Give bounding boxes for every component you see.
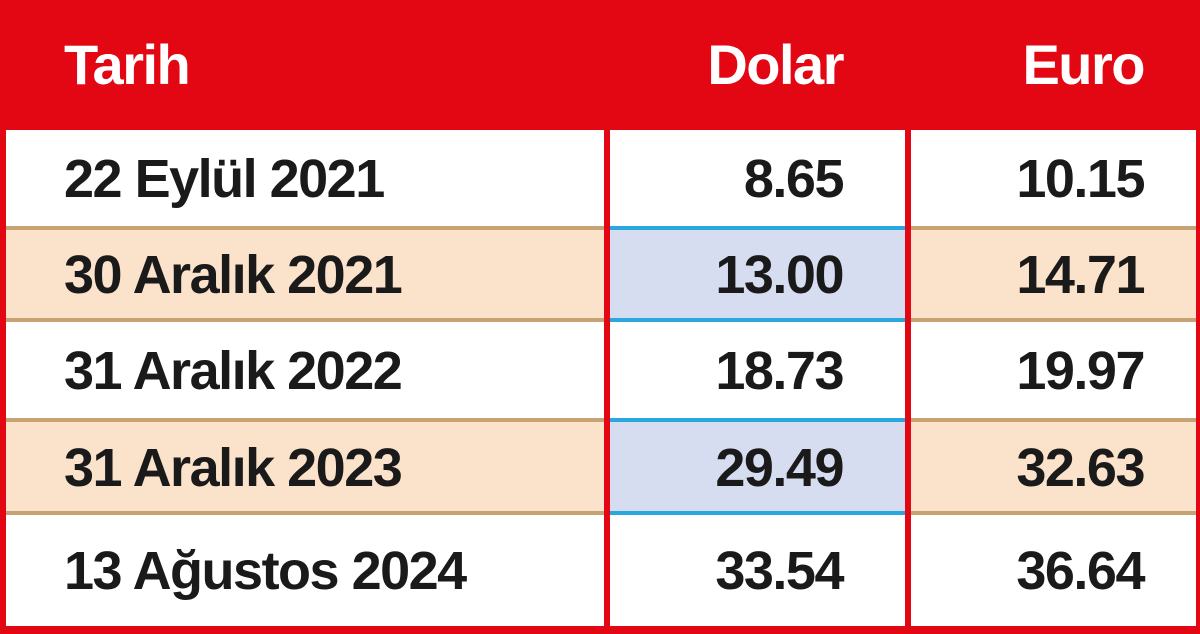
table-cell: 14.71 xyxy=(911,230,1196,320)
row-separator xyxy=(911,318,1196,322)
header-cell: Dolar xyxy=(707,32,844,96)
table-cell: 19.97 xyxy=(911,322,1196,420)
header-cell: Tarih xyxy=(64,32,191,96)
row-separator xyxy=(610,511,905,515)
row-separator xyxy=(911,226,1196,230)
table-cell: 31 Aralık 2022 xyxy=(6,322,604,420)
row-separator xyxy=(6,511,604,515)
table-cell: 29.49 xyxy=(610,422,905,513)
row-separator xyxy=(6,318,604,322)
row-separator xyxy=(911,418,1196,422)
row-separator xyxy=(610,318,905,322)
table-cell: 33.54 xyxy=(610,515,905,626)
header-cell: Euro xyxy=(1022,32,1145,96)
table-cell: 36.64 xyxy=(911,515,1196,626)
table-cell: 32.63 xyxy=(911,422,1196,513)
table-cell: 18.73 xyxy=(610,322,905,420)
table-cell: 22 Eylül 2021 xyxy=(6,130,604,228)
row-separator xyxy=(610,226,905,230)
row-separator xyxy=(6,226,604,230)
row-separator xyxy=(911,511,1196,515)
table-cell: 13 Ağustos 2024 xyxy=(6,515,604,626)
table-cell: 10.15 xyxy=(911,130,1196,228)
row-separator xyxy=(6,418,604,422)
row-separator xyxy=(610,418,905,422)
table-cell: 13.00 xyxy=(610,230,905,320)
table-cell: 31 Aralık 2023 xyxy=(6,422,604,513)
table-cell: 8.65 xyxy=(610,130,905,228)
table-cell: 30 Aralık 2021 xyxy=(6,230,604,320)
